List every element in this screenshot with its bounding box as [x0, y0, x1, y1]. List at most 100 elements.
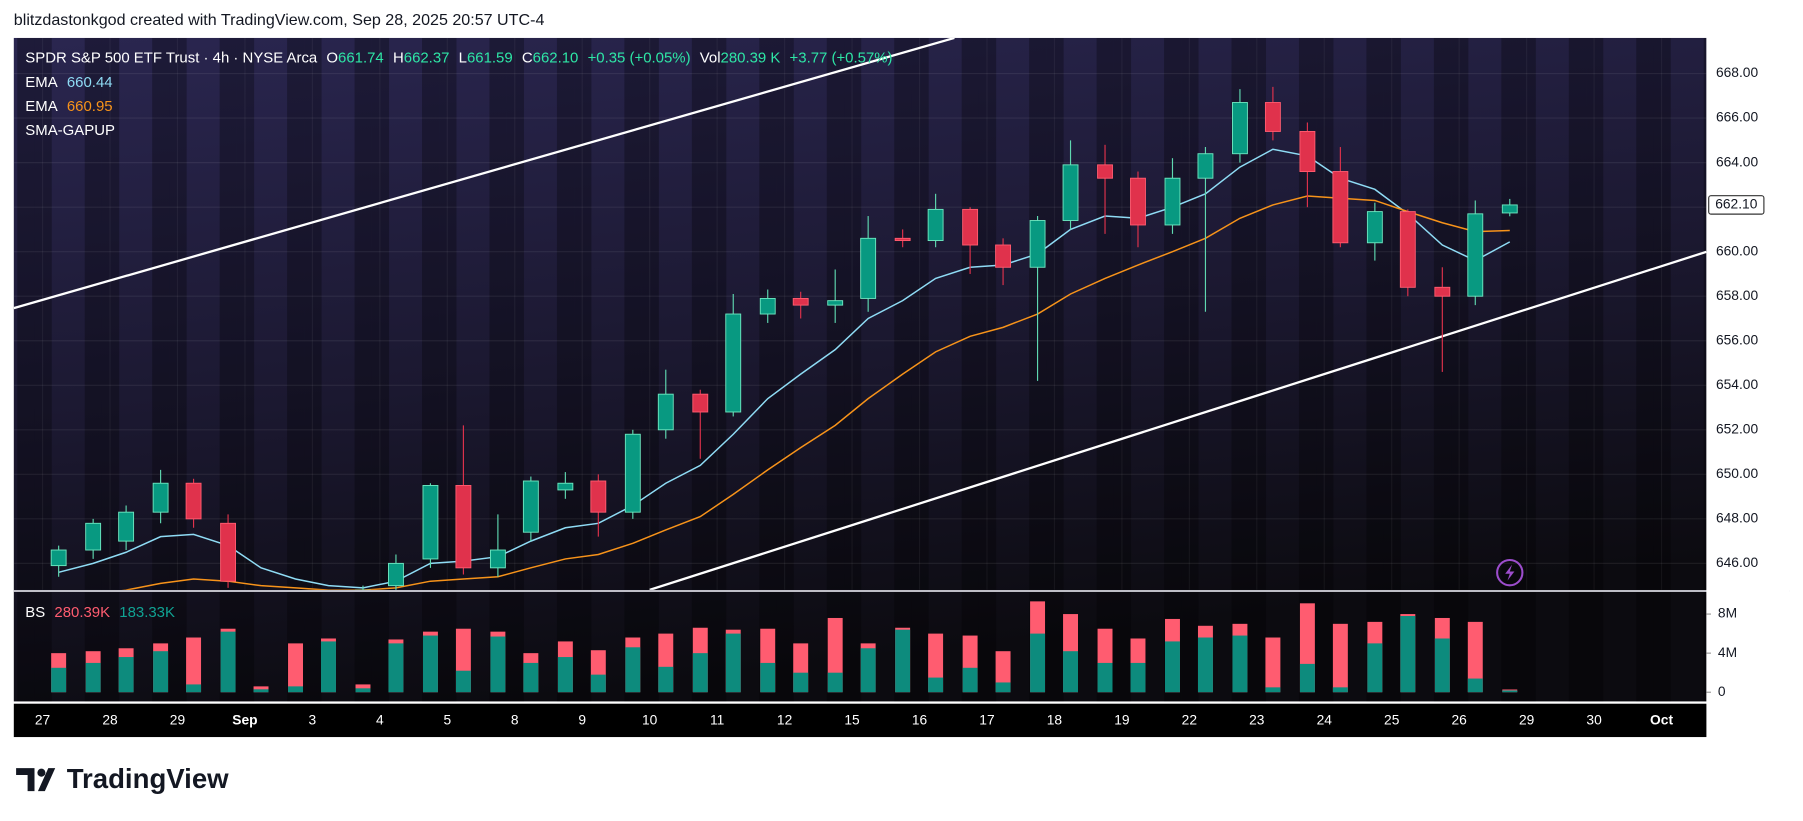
candle-body — [557, 482, 574, 491]
candle-body — [1264, 102, 1281, 132]
alert-icon[interactable] — [1496, 558, 1524, 587]
volume-name: BS — [25, 604, 45, 621]
volume-buy — [1434, 638, 1450, 693]
brand: TradingView — [16, 763, 229, 794]
x-tick-label: Sep — [232, 713, 257, 728]
volume-buy — [590, 674, 606, 693]
stripe — [371, 592, 390, 702]
volume-total — [1265, 637, 1281, 693]
stripe — [1653, 592, 1671, 702]
stripe — [169, 592, 187, 702]
x-tick-label: 29 — [170, 713, 186, 728]
volume-buy — [186, 684, 202, 693]
stripe — [978, 37, 997, 590]
alert-circle[interactable] — [1496, 558, 1524, 587]
low-value: 661.59 — [467, 50, 513, 67]
volume-buy — [1467, 678, 1483, 693]
stripe — [1366, 37, 1384, 590]
volume-tick-label: 4M — [1718, 645, 1737, 660]
x-tick-label: 11 — [710, 713, 724, 728]
stripe — [439, 592, 457, 702]
candle-body — [692, 393, 709, 413]
trend-line — [649, 250, 1707, 590]
stripe — [844, 592, 862, 702]
stripe — [776, 592, 794, 702]
x-tick-label: 3 — [309, 713, 317, 728]
volume-buy — [1400, 616, 1416, 693]
volume-buy — [658, 666, 674, 693]
open-label: O — [326, 50, 338, 67]
stripe — [17, 592, 35, 702]
alert-bolt[interactable] — [1505, 564, 1515, 581]
volume-buy — [1165, 641, 1180, 693]
stripe — [1636, 592, 1654, 702]
price-pane — [13, 37, 1707, 590]
volume-buy — [1232, 635, 1248, 693]
stripe — [304, 37, 322, 590]
y-tick-label: 650.00 — [1716, 466, 1758, 481]
candle-body — [725, 313, 742, 413]
stripe — [776, 37, 794, 590]
stripe — [17, 37, 35, 590]
stripe — [911, 37, 929, 590]
stripe — [1383, 592, 1401, 702]
stripe — [152, 37, 170, 590]
volume-buy — [827, 672, 843, 693]
grid — [13, 37, 1707, 590]
stripe — [439, 37, 457, 590]
candle-body — [1467, 213, 1484, 297]
y-tick-label: 668.00 — [1716, 65, 1758, 80]
volume-buy — [1197, 637, 1213, 693]
stripe — [354, 592, 372, 702]
volume-buy — [85, 662, 101, 693]
stripe — [1248, 37, 1267, 590]
volume-buy — [220, 631, 236, 693]
stripe — [1316, 37, 1334, 590]
stripe — [101, 37, 120, 590]
candle-body — [590, 480, 607, 513]
stripe — [506, 37, 524, 590]
x-tick-label: 10 — [642, 713, 658, 728]
volume-total — [288, 643, 303, 693]
x-tick-label: 28 — [102, 713, 118, 728]
x-tick-label: 22 — [1182, 713, 1197, 728]
ema-name: EMA — [25, 74, 57, 91]
candle-body — [894, 237, 911, 242]
stripe — [1113, 592, 1132, 702]
candle-body — [1399, 211, 1416, 288]
volume-buy — [118, 657, 134, 693]
stripe — [1113, 37, 1132, 590]
candle-body — [118, 511, 135, 542]
stripe — [84, 37, 102, 590]
volume-buy — [1502, 690, 1518, 693]
candle-body — [962, 208, 979, 246]
x-tick-label: 24 — [1317, 713, 1333, 728]
volume-buy — [928, 677, 944, 693]
stripe — [1586, 37, 1604, 590]
volume-buy — [1030, 633, 1046, 693]
stripe — [169, 37, 187, 590]
candle-body — [1366, 211, 1383, 244]
volume-total — [1467, 621, 1483, 693]
y-tick-label: 654.00 — [1716, 377, 1758, 392]
x-tick-label: Oct — [1650, 713, 1673, 728]
stripe — [844, 37, 862, 590]
candle-body — [388, 562, 404, 587]
stripe — [489, 37, 507, 590]
last-price-label: 662.10 — [1715, 197, 1757, 212]
stripe — [1568, 37, 1587, 590]
stripe — [1703, 37, 1707, 590]
candle-body — [927, 208, 944, 242]
volume-buy — [288, 686, 303, 693]
volume-buy — [355, 688, 371, 693]
volume-total — [186, 637, 202, 693]
volume-buy — [1265, 687, 1281, 693]
volume-buy — [557, 657, 573, 693]
stripe — [574, 592, 592, 702]
x-tick-label: 30 — [1586, 713, 1602, 728]
y-tick-label: 658.00 — [1716, 288, 1758, 303]
stripe — [304, 592, 322, 702]
volume-buy — [860, 648, 876, 693]
candle-body — [1332, 171, 1349, 244]
stripe — [574, 37, 592, 590]
